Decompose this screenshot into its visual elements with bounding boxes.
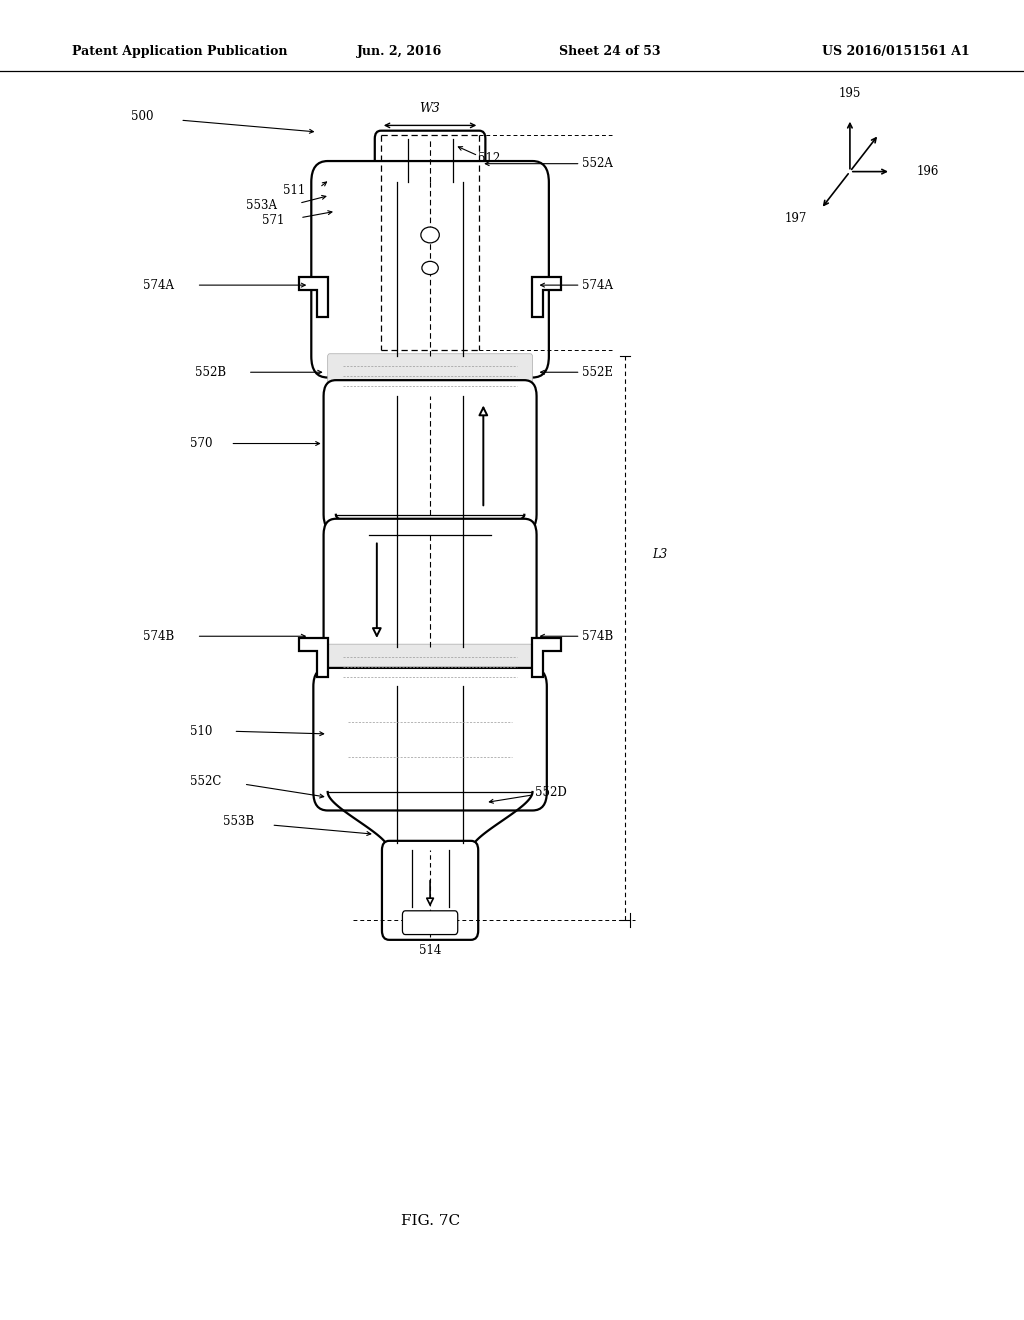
Text: 511: 511 [283, 183, 305, 197]
Ellipse shape [421, 227, 439, 243]
Polygon shape [299, 638, 328, 677]
Ellipse shape [422, 261, 438, 275]
FancyBboxPatch shape [382, 841, 478, 940]
FancyBboxPatch shape [324, 380, 537, 531]
Text: 552A: 552A [582, 157, 612, 170]
Text: 500: 500 [131, 110, 154, 123]
Text: 512: 512 [478, 152, 501, 165]
Text: Sheet 24 of 53: Sheet 24 of 53 [558, 45, 660, 58]
Polygon shape [299, 277, 328, 317]
Text: L3: L3 [652, 548, 668, 561]
FancyBboxPatch shape [328, 354, 532, 399]
Text: 510: 510 [190, 725, 213, 738]
Text: 574A: 574A [143, 279, 174, 292]
Polygon shape [532, 638, 561, 677]
Text: W3: W3 [420, 102, 440, 115]
FancyBboxPatch shape [375, 131, 485, 190]
Text: 571: 571 [262, 214, 285, 227]
Text: 553A: 553A [246, 199, 276, 213]
FancyBboxPatch shape [328, 644, 532, 689]
Text: 552D: 552D [535, 785, 566, 799]
Text: 570: 570 [190, 437, 213, 450]
Text: 197: 197 [784, 213, 807, 226]
Text: Jun. 2, 2016: Jun. 2, 2016 [356, 45, 442, 58]
Text: 196: 196 [916, 165, 939, 178]
Text: 553B: 553B [223, 814, 255, 828]
Text: FIG. 7C: FIG. 7C [400, 1214, 460, 1228]
FancyBboxPatch shape [402, 911, 458, 935]
Text: 195: 195 [839, 87, 861, 100]
FancyBboxPatch shape [311, 161, 549, 378]
FancyBboxPatch shape [313, 668, 547, 810]
Text: 514: 514 [419, 944, 441, 957]
Text: US 2016/0151561 A1: US 2016/0151561 A1 [822, 45, 970, 58]
Text: 574B: 574B [582, 630, 613, 643]
Text: 552E: 552E [582, 366, 612, 379]
Polygon shape [532, 277, 561, 317]
Text: 574B: 574B [143, 630, 175, 643]
Text: 574A: 574A [582, 279, 612, 292]
FancyBboxPatch shape [324, 519, 537, 663]
Text: Patent Application Publication: Patent Application Publication [72, 45, 287, 58]
Text: 552B: 552B [195, 366, 225, 379]
Text: 552C: 552C [190, 775, 222, 788]
